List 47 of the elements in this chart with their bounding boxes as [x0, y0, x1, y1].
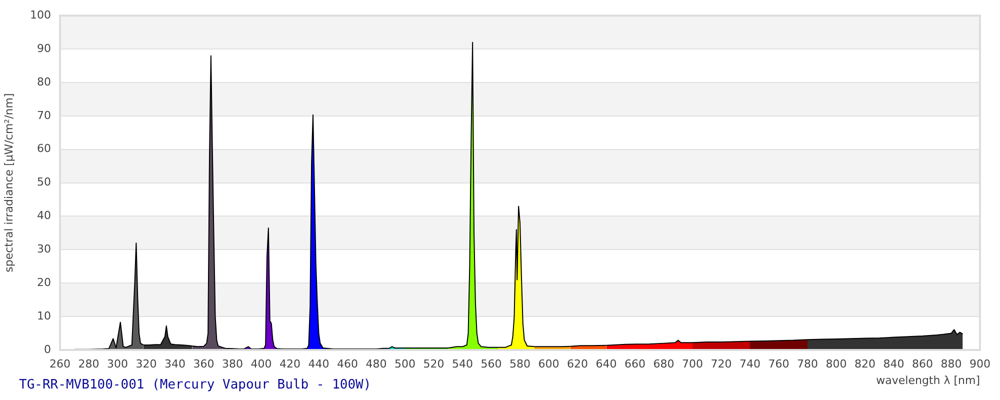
x-tick-label: 480: [366, 357, 387, 370]
x-tick-label: 640: [596, 357, 617, 370]
y-tick-label: 0: [44, 342, 51, 356]
y-axis-title: spectral irradiance [µW/cm²/nm]: [2, 93, 16, 272]
x-tick-label: 680: [653, 357, 674, 370]
y-tick-label: 100: [30, 8, 51, 22]
x-tick-label: 560: [480, 357, 502, 370]
y-tick-label: 60: [37, 142, 51, 156]
x-tick-label: 460: [337, 357, 358, 370]
x-tick-label: 820: [854, 357, 876, 370]
x-tick-label: 620: [567, 357, 588, 370]
x-tick-label: 580: [510, 357, 530, 370]
y-tick-label: 50: [37, 176, 51, 189]
x-tick-label: 300: [107, 357, 128, 370]
x-tick-label: 440: [308, 357, 330, 370]
x-axis-title: wavelength λ [nm]: [876, 374, 980, 387]
x-tick-label: 260: [50, 357, 70, 370]
x-tick-label: 500: [394, 357, 416, 370]
x-tick-label: 740: [740, 357, 760, 370]
y-tick-label: 20: [37, 276, 51, 289]
x-tick-label: 360: [193, 357, 214, 370]
x-tick-label: 600: [538, 357, 560, 370]
y-tick-label: 10: [37, 309, 51, 322]
y-tick-label: 80: [37, 75, 51, 88]
x-tick-label: 660: [624, 357, 646, 370]
y-tick-label: 90: [37, 42, 51, 55]
x-tick-label: 420: [280, 357, 300, 370]
x-tick-label: 880: [940, 357, 962, 370]
x-tick-label: 840: [883, 357, 904, 370]
y-tick-label: 70: [37, 108, 51, 122]
x-tick-label: 340: [164, 357, 186, 370]
y-tick-label: 30: [37, 242, 51, 256]
x-tick-label: 400: [250, 357, 272, 370]
x-tick-label: 280: [78, 357, 100, 370]
x-tick-label: 780: [797, 357, 818, 370]
x-tick-label: 900: [970, 357, 990, 370]
x-tick-label: 800: [826, 357, 847, 370]
x-tick-label: 760: [768, 357, 790, 370]
y-tick-label: 40: [37, 209, 51, 222]
x-tick-label: 720: [710, 357, 732, 370]
x-tick-label: 700: [682, 357, 703, 370]
x-tick-label: 860: [912, 357, 933, 370]
x-tick-label: 380: [222, 357, 243, 370]
x-tick-label: 320: [136, 357, 157, 370]
x-tick-label: 540: [452, 357, 473, 370]
text: TG-RR-MVB100-001 (Mercury Vapour Bulb - 100W): [19, 377, 372, 392]
x-tick-label: 520: [423, 357, 444, 370]
